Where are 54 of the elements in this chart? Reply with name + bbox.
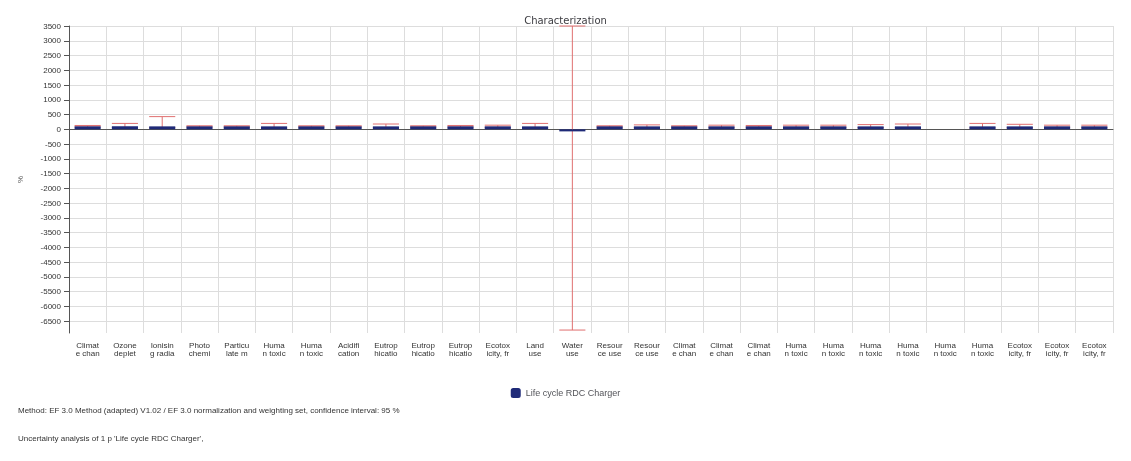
text: Uncertainty analysis of 1 p 'Life cycle RDC Charger', <box>18 433 204 443</box>
x-tick-label: Eutrop hicatio <box>374 340 399 358</box>
y-tick-label: -4500 <box>40 257 62 267</box>
x-tick-label: Eutrop hicatio <box>448 340 473 358</box>
y-tick-label: 2500 <box>43 51 62 61</box>
x-tick-label: Resour ce use <box>634 340 661 358</box>
y-axis-title: % <box>15 175 25 184</box>
y-tick-label: 3000 <box>43 36 62 46</box>
x-tick-label: Huma n toxic <box>821 340 845 358</box>
x-tick-label: Particu late m <box>224 340 250 358</box>
x-tick-label: Climat e chan <box>672 340 697 358</box>
x-tick-label: Huma n toxic <box>933 340 957 358</box>
x-tick-label: Climat e chan <box>709 340 734 358</box>
x-tick-label: Ionisin g radia <box>149 340 175 358</box>
x-tick-label: Huma n toxic <box>262 340 286 358</box>
x-tick-label: Land use <box>526 340 544 358</box>
text: Method: EF 3.0 Method (adapted) V1.02 / EF 3.0 normalization and weighting set, confidence interval: 95 % <box>18 405 400 415</box>
y-tick-label: -3500 <box>40 228 62 238</box>
x-tick-label: Eutrop hicatio <box>411 340 436 358</box>
y-tick-label: -5500 <box>40 287 62 297</box>
x-tick-label: Climat e chan <box>75 340 100 358</box>
legend-label: Life cycle RDC Charger <box>525 388 621 398</box>
y-tick-label: 1500 <box>43 80 62 90</box>
x-tick-label: Ozone deplet <box>113 340 138 358</box>
y-tick-label: -1500 <box>40 169 62 179</box>
y-tick-label: -1000 <box>40 154 62 164</box>
x-tick-label: Acidifi cation <box>337 340 360 358</box>
y-tick-label: 3500 <box>43 21 62 31</box>
y-tick-label: -3000 <box>40 213 62 223</box>
x-tick-label: Ecotox icity, fr <box>485 340 511 358</box>
x-tick-label: Photo chemi <box>188 340 211 358</box>
x-tick-label: Huma n toxic <box>299 340 323 358</box>
x-tick-label: Ecotox icity, fr <box>1082 340 1107 358</box>
y-tick-label: -6000 <box>40 301 62 311</box>
x-tick-label: Ecotox icity, fr <box>1007 340 1033 358</box>
x-tick-label: Huma n toxic <box>970 340 995 358</box>
y-tick-label: 1000 <box>43 95 62 105</box>
x-tick-label: Water use <box>561 340 584 358</box>
x-tick-label: Ecotox icity, fr <box>1044 340 1070 358</box>
x-tick-label: Resour ce use <box>596 340 623 358</box>
chart-title: Characterization <box>524 14 607 26</box>
y-tick-label: -2500 <box>40 198 62 208</box>
x-tick-label: Climat e chan <box>746 340 771 358</box>
x-tick-label: Huma n toxic <box>896 340 920 358</box>
y-tick-label: -500 <box>44 139 62 149</box>
y-tick-label: 2000 <box>43 65 62 75</box>
y-tick-label: 0 <box>56 124 62 134</box>
y-tick-label: -2000 <box>40 183 62 193</box>
x-tick-label: Huma n toxic <box>784 340 808 358</box>
y-tick-label: 500 <box>47 110 62 120</box>
y-tick-label: -6500 <box>40 316 62 326</box>
y-tick-label: -5000 <box>40 272 62 282</box>
y-tick-label: -4000 <box>40 242 62 252</box>
x-tick-label: Huma n toxic <box>859 340 883 358</box>
